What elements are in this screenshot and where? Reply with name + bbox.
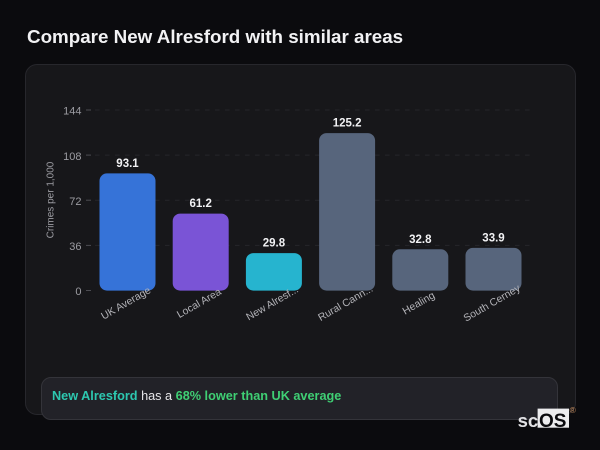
svg-text:125.2: 125.2 [333, 118, 362, 130]
svg-text:0: 0 [75, 286, 81, 298]
svg-text:33.9: 33.9 [482, 232, 504, 244]
svg-text:108: 108 [63, 151, 81, 163]
svg-text:sc: sc [518, 410, 539, 431]
svg-text:36: 36 [69, 241, 81, 253]
svg-text:144: 144 [63, 106, 81, 118]
svg-text:61.2: 61.2 [190, 198, 212, 210]
svg-text:93.1: 93.1 [116, 158, 139, 170]
svg-text:OS: OS [539, 411, 566, 432]
svg-text:29.8: 29.8 [263, 238, 286, 250]
svg-text:Crimes per 1,000: Crimes per 1,000 [46, 161, 57, 238]
svg-text:32.8: 32.8 [409, 234, 432, 246]
svg-text:®: ® [570, 405, 577, 415]
svg-text:72: 72 [69, 196, 81, 208]
